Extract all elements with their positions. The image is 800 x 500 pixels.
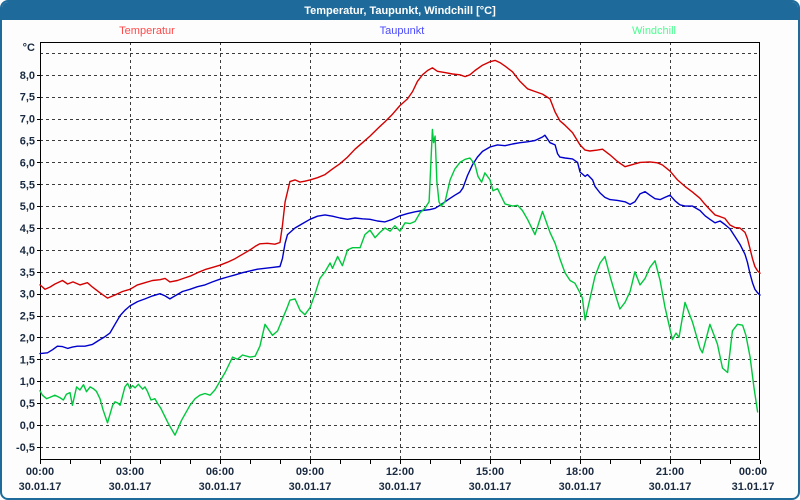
svg-text:30.01.17: 30.01.17 [19, 481, 62, 493]
legend-temperatur: Temperatur [119, 25, 175, 37]
svg-text:7,5: 7,5 [20, 92, 35, 104]
svg-text:2,0: 2,0 [20, 332, 35, 344]
svg-text:6,0: 6,0 [20, 157, 35, 169]
svg-text:30.01.17: 30.01.17 [469, 481, 512, 493]
svg-text:3,5: 3,5 [20, 267, 35, 279]
plot-frame [40, 42, 760, 460]
svg-text:31.01.17: 31.01.17 [732, 481, 775, 493]
window-title: Temperatur, Taupunkt, Windchill [°C] [304, 5, 496, 17]
svg-text:3,0: 3,0 [20, 289, 35, 301]
svg-text:5,5: 5,5 [20, 179, 35, 191]
svg-text:4,0: 4,0 [20, 245, 35, 257]
svg-text:30.01.17: 30.01.17 [379, 481, 422, 493]
svg-text:0,5: 0,5 [20, 398, 35, 410]
svg-text:30.01.17: 30.01.17 [109, 481, 152, 493]
series-taupunkt [39, 134, 761, 355]
svg-text:8,0: 8,0 [20, 70, 35, 82]
svg-text:2,5: 2,5 [20, 311, 35, 323]
svg-text:09:00: 09:00 [296, 466, 324, 478]
svg-text:-0,5: -0,5 [16, 442, 35, 454]
svg-text:1,5: 1,5 [20, 354, 35, 366]
svg-text:00:00: 00:00 [739, 466, 767, 478]
titlebar: Temperatur, Taupunkt, Windchill [°C] [2, 2, 798, 20]
axis-ticks [37, 75, 761, 464]
svg-text:30.01.17: 30.01.17 [289, 481, 332, 493]
svg-text:18:00: 18:00 [566, 466, 594, 478]
svg-text:12:00: 12:00 [386, 466, 414, 478]
svg-text:1,0: 1,0 [20, 376, 35, 388]
svg-text:06:00: 06:00 [206, 466, 234, 478]
svg-text:7,0: 7,0 [20, 114, 35, 126]
svg-text:°C: °C [23, 42, 35, 54]
svg-text:21:00: 21:00 [656, 466, 684, 478]
axis-labels: -0,5 0,0 0,5 1,0 1,5 2,0 2,5 3,0 3,5 4,0 4,5 5,0 5,5… [16, 42, 774, 493]
svg-text:03:00: 03:00 [116, 466, 144, 478]
svg-text:5,0: 5,0 [20, 201, 35, 213]
legend-windchill: Windchill [631, 25, 677, 37]
svg-text:4,5: 4,5 [20, 223, 35, 235]
svg-text:30.01.17: 30.01.17 [649, 481, 692, 493]
svg-text:00:00: 00:00 [26, 466, 54, 478]
svg-text:6,5: 6,5 [20, 135, 35, 147]
svg-text:30.01.17: 30.01.17 [559, 481, 602, 493]
svg-text:30.01.17: 30.01.17 [199, 481, 242, 493]
svg-text:15:00: 15:00 [476, 466, 504, 478]
series-windchill [39, 128, 759, 436]
series-temperatur [39, 59, 761, 299]
svg-text:0,0: 0,0 [20, 420, 35, 432]
legend-taupunkt: Taupunkt [379, 25, 425, 37]
